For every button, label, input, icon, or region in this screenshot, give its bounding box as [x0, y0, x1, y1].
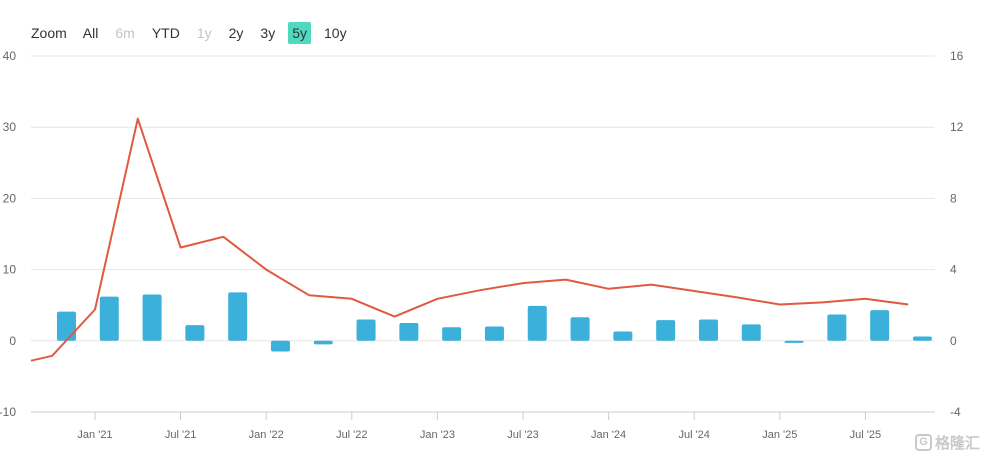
zoom-button-5y[interactable]: 5y: [288, 22, 311, 44]
y-right-tick-label: 0: [950, 334, 957, 348]
bar: [870, 310, 890, 341]
y-left-tick-label: 40: [3, 49, 17, 63]
bar: [613, 331, 633, 341]
zoom-label: Zoom: [31, 25, 67, 41]
x-tick-label: Jan '25: [762, 429, 797, 441]
y-left-tick-label: 10: [3, 263, 17, 277]
watermark-text: 格隆汇: [934, 435, 980, 452]
bar: [185, 325, 205, 341]
y-left-tick-label: 0: [9, 334, 16, 348]
zoom-button-3y[interactable]: 3y: [260, 25, 276, 41]
y-right-tick-label: 12: [950, 120, 964, 134]
bar: [313, 340, 333, 345]
x-tick-label: Jan '23: [420, 429, 455, 441]
x-tick-label: Jul '24: [678, 429, 709, 441]
bar: [142, 294, 162, 341]
bar: [827, 314, 847, 341]
zoom-button-10y[interactable]: 10y: [324, 25, 347, 41]
bar: [56, 311, 76, 341]
bar: [698, 319, 718, 341]
bar: [741, 324, 761, 341]
bar: [99, 296, 119, 341]
x-tick-label: Jan '24: [591, 429, 626, 441]
bar: [527, 305, 547, 341]
y-left-tick-label: 30: [3, 120, 17, 134]
x-tick-label: Jan '21: [77, 429, 112, 441]
watermark: G 格隆汇: [914, 432, 980, 453]
bar: [484, 326, 504, 341]
x-tick-label: Jul '25: [850, 429, 881, 441]
bar: [442, 327, 462, 341]
zoom-button-ytd[interactable]: YTD: [151, 25, 180, 41]
bar-series: [56, 292, 932, 352]
bar: [912, 336, 932, 341]
bar: [270, 340, 290, 352]
y-right-tick-label: 4: [950, 263, 957, 277]
y-right-tick-label: 16: [950, 49, 964, 63]
x-tick-label: Jul '21: [165, 429, 196, 441]
bar: [228, 292, 248, 341]
zoom-button-2y[interactable]: 2y: [228, 25, 244, 41]
bar: [570, 317, 590, 341]
y-right-tick-label: -4: [950, 405, 961, 419]
x-tick-label: Jul '22: [336, 429, 367, 441]
bar: [784, 340, 804, 343]
zoom-button-all[interactable]: All: [82, 25, 99, 41]
grid-lines: [31, 55, 935, 413]
line-series: [30, 117, 909, 362]
series-line: [30, 117, 909, 362]
y-right-tick-label: 8: [950, 191, 957, 205]
bar: [656, 320, 676, 341]
x-tick-label: Jan '22: [249, 429, 284, 441]
range-selector: Zoom All 6m YTD 1y 2y 3y 5y 10y: [31, 22, 360, 44]
y-left-tick-label: -10: [0, 405, 16, 419]
axes: -10 0 10 20 30 40 -4 0 4 8 12 16 Jan '21 Jul '21 Jan '…: [0, 49, 964, 441]
bar: [399, 323, 419, 341]
watermark-logo-icon: G: [914, 434, 932, 451]
y-left-tick-label: 20: [3, 191, 17, 205]
x-tick-label: Jul '23: [507, 429, 538, 441]
zoom-button-1y[interactable]: 1y: [196, 25, 212, 41]
bar: [356, 319, 376, 341]
zoom-button-6m[interactable]: 6m: [115, 25, 135, 41]
